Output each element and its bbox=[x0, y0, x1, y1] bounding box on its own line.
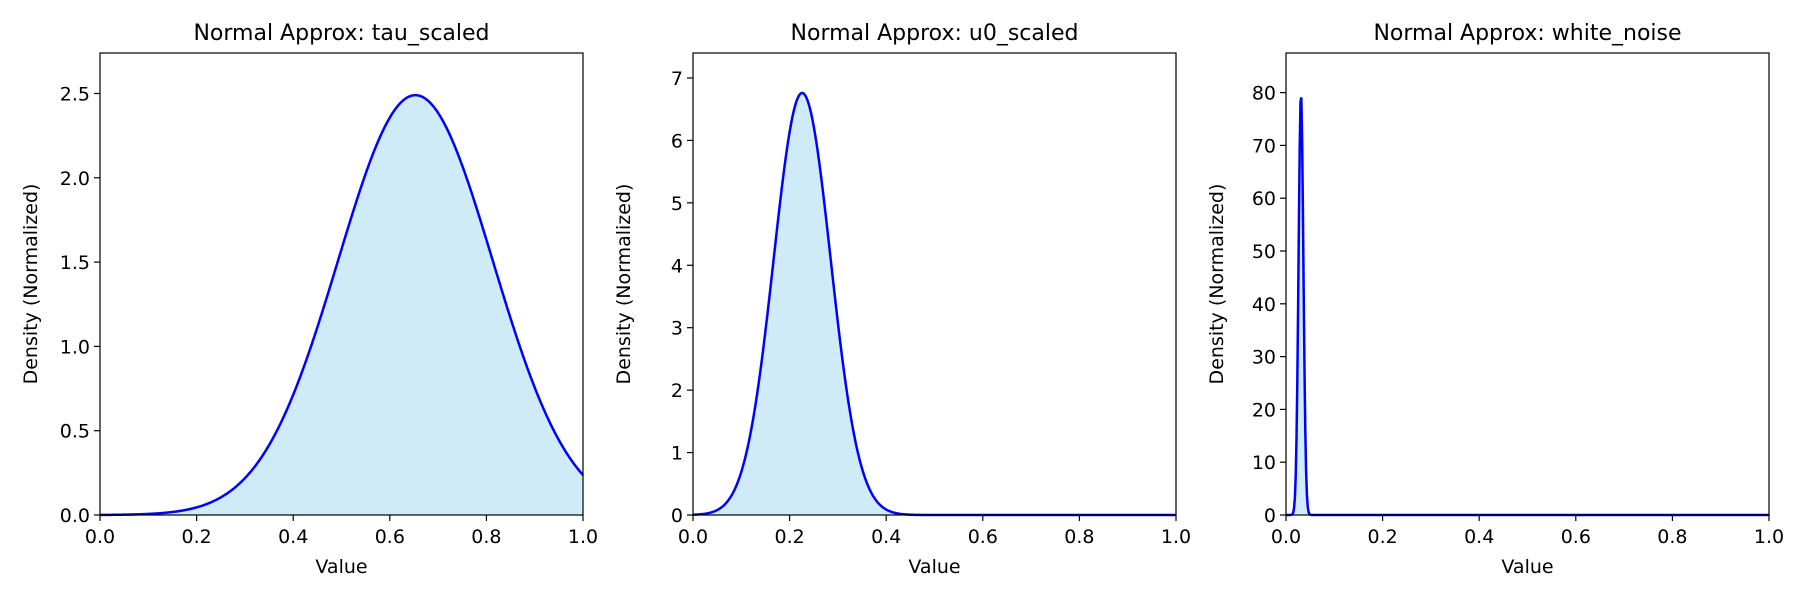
y-tick-label: 40 bbox=[1252, 294, 1276, 316]
chart-title: Normal Approx: tau_scaled bbox=[193, 21, 489, 46]
density-curve bbox=[99, 93, 584, 517]
x-tick-label: 0.0 bbox=[1271, 526, 1301, 548]
y-tick-label: 50 bbox=[1252, 241, 1276, 263]
y-tick-label: 60 bbox=[1252, 188, 1276, 210]
density-fill bbox=[693, 92, 1176, 515]
y-tick-label: 2.0 bbox=[60, 168, 90, 190]
x-tick-label: 0.0 bbox=[678, 526, 708, 548]
x-tick-label: 0.0 bbox=[85, 526, 115, 548]
density-curve bbox=[1286, 97, 1769, 517]
subplot-3: 0.0 0.2 0.4 0.6 0.8 1.0 0 10 20 30 40 50 60 70 80 Norma… bbox=[1206, 21, 1784, 578]
y-axis-label: Density (Normalized) bbox=[613, 184, 635, 385]
y-tick-label: 5 bbox=[671, 193, 683, 215]
y-tick-label: 20 bbox=[1252, 399, 1276, 421]
x-tick-label: 0.2 bbox=[181, 526, 211, 548]
x-tick-label: 1.0 bbox=[568, 526, 598, 548]
y-tick-label: 1.5 bbox=[60, 252, 90, 274]
y-tick-label: 7 bbox=[671, 68, 683, 90]
y-tick-label: 0 bbox=[671, 505, 683, 527]
y-tick-label: 10 bbox=[1252, 452, 1276, 474]
y-tick-label: 0.5 bbox=[60, 421, 90, 443]
x-tick-label: 1.0 bbox=[1161, 526, 1191, 548]
x-tick-label: 0.2 bbox=[774, 526, 804, 548]
y-tick-label: 0 bbox=[1264, 505, 1276, 527]
axes-frame bbox=[99, 52, 584, 516]
y-tick-label: 1.0 bbox=[60, 336, 90, 358]
axes-frame bbox=[692, 52, 1177, 516]
x-tick-label: 0.2 bbox=[1367, 526, 1397, 548]
density-fill bbox=[100, 95, 583, 516]
y-tick-label: 4 bbox=[671, 255, 683, 277]
density-fill bbox=[1286, 97, 1769, 515]
y-axis-label: Density (Normalized) bbox=[1206, 184, 1228, 385]
y-tick-label: 1 bbox=[671, 443, 683, 465]
y-tick-label: 80 bbox=[1252, 83, 1276, 105]
x-tick-label: 0.6 bbox=[968, 526, 998, 548]
x-axis-label: Value bbox=[1501, 556, 1553, 578]
x-tick-label: 0.4 bbox=[278, 526, 308, 548]
y-tick-label: 2.5 bbox=[60, 83, 90, 105]
x-tick-label: 0.8 bbox=[471, 526, 501, 548]
axes-frame bbox=[1285, 52, 1770, 516]
y-tick-label: 0.0 bbox=[60, 505, 90, 527]
subplot-1: 0.0 0.2 0.4 0.6 0.8 1.0 0.0 0.5 1.0 1.5 2.0 2.5 Norm… bbox=[20, 21, 598, 578]
x-axis-label: Value bbox=[908, 556, 960, 578]
y-tick-label: 3 bbox=[671, 318, 683, 340]
x-tick-label: 0.8 bbox=[1064, 526, 1094, 548]
x-tick-label: 0.4 bbox=[871, 526, 901, 548]
x-tick-label: 0.4 bbox=[1464, 526, 1494, 548]
x-tick-label: 1.0 bbox=[1754, 526, 1784, 548]
x-axis-label: Value bbox=[315, 556, 367, 578]
y-tick-label: 30 bbox=[1252, 347, 1276, 369]
y-tick-label: 6 bbox=[671, 130, 683, 152]
x-tick-label: 0.8 bbox=[1657, 526, 1687, 548]
y-tick-label: 70 bbox=[1252, 135, 1276, 157]
chart-title: Normal Approx: u0_scaled bbox=[791, 21, 1079, 46]
subplot-2: 0.0 0.2 0.4 0.6 0.8 1.0 0 1 2 3 4 5 6 7 Normal Approx:… bbox=[613, 21, 1191, 578]
x-tick-label: 0.6 bbox=[375, 526, 405, 548]
y-tick-label: 2 bbox=[671, 380, 683, 402]
chart-title: Normal Approx: white_noise bbox=[1373, 21, 1681, 46]
x-tick-label: 0.6 bbox=[1561, 526, 1591, 548]
y-axis-label: Density (Normalized) bbox=[20, 184, 42, 385]
